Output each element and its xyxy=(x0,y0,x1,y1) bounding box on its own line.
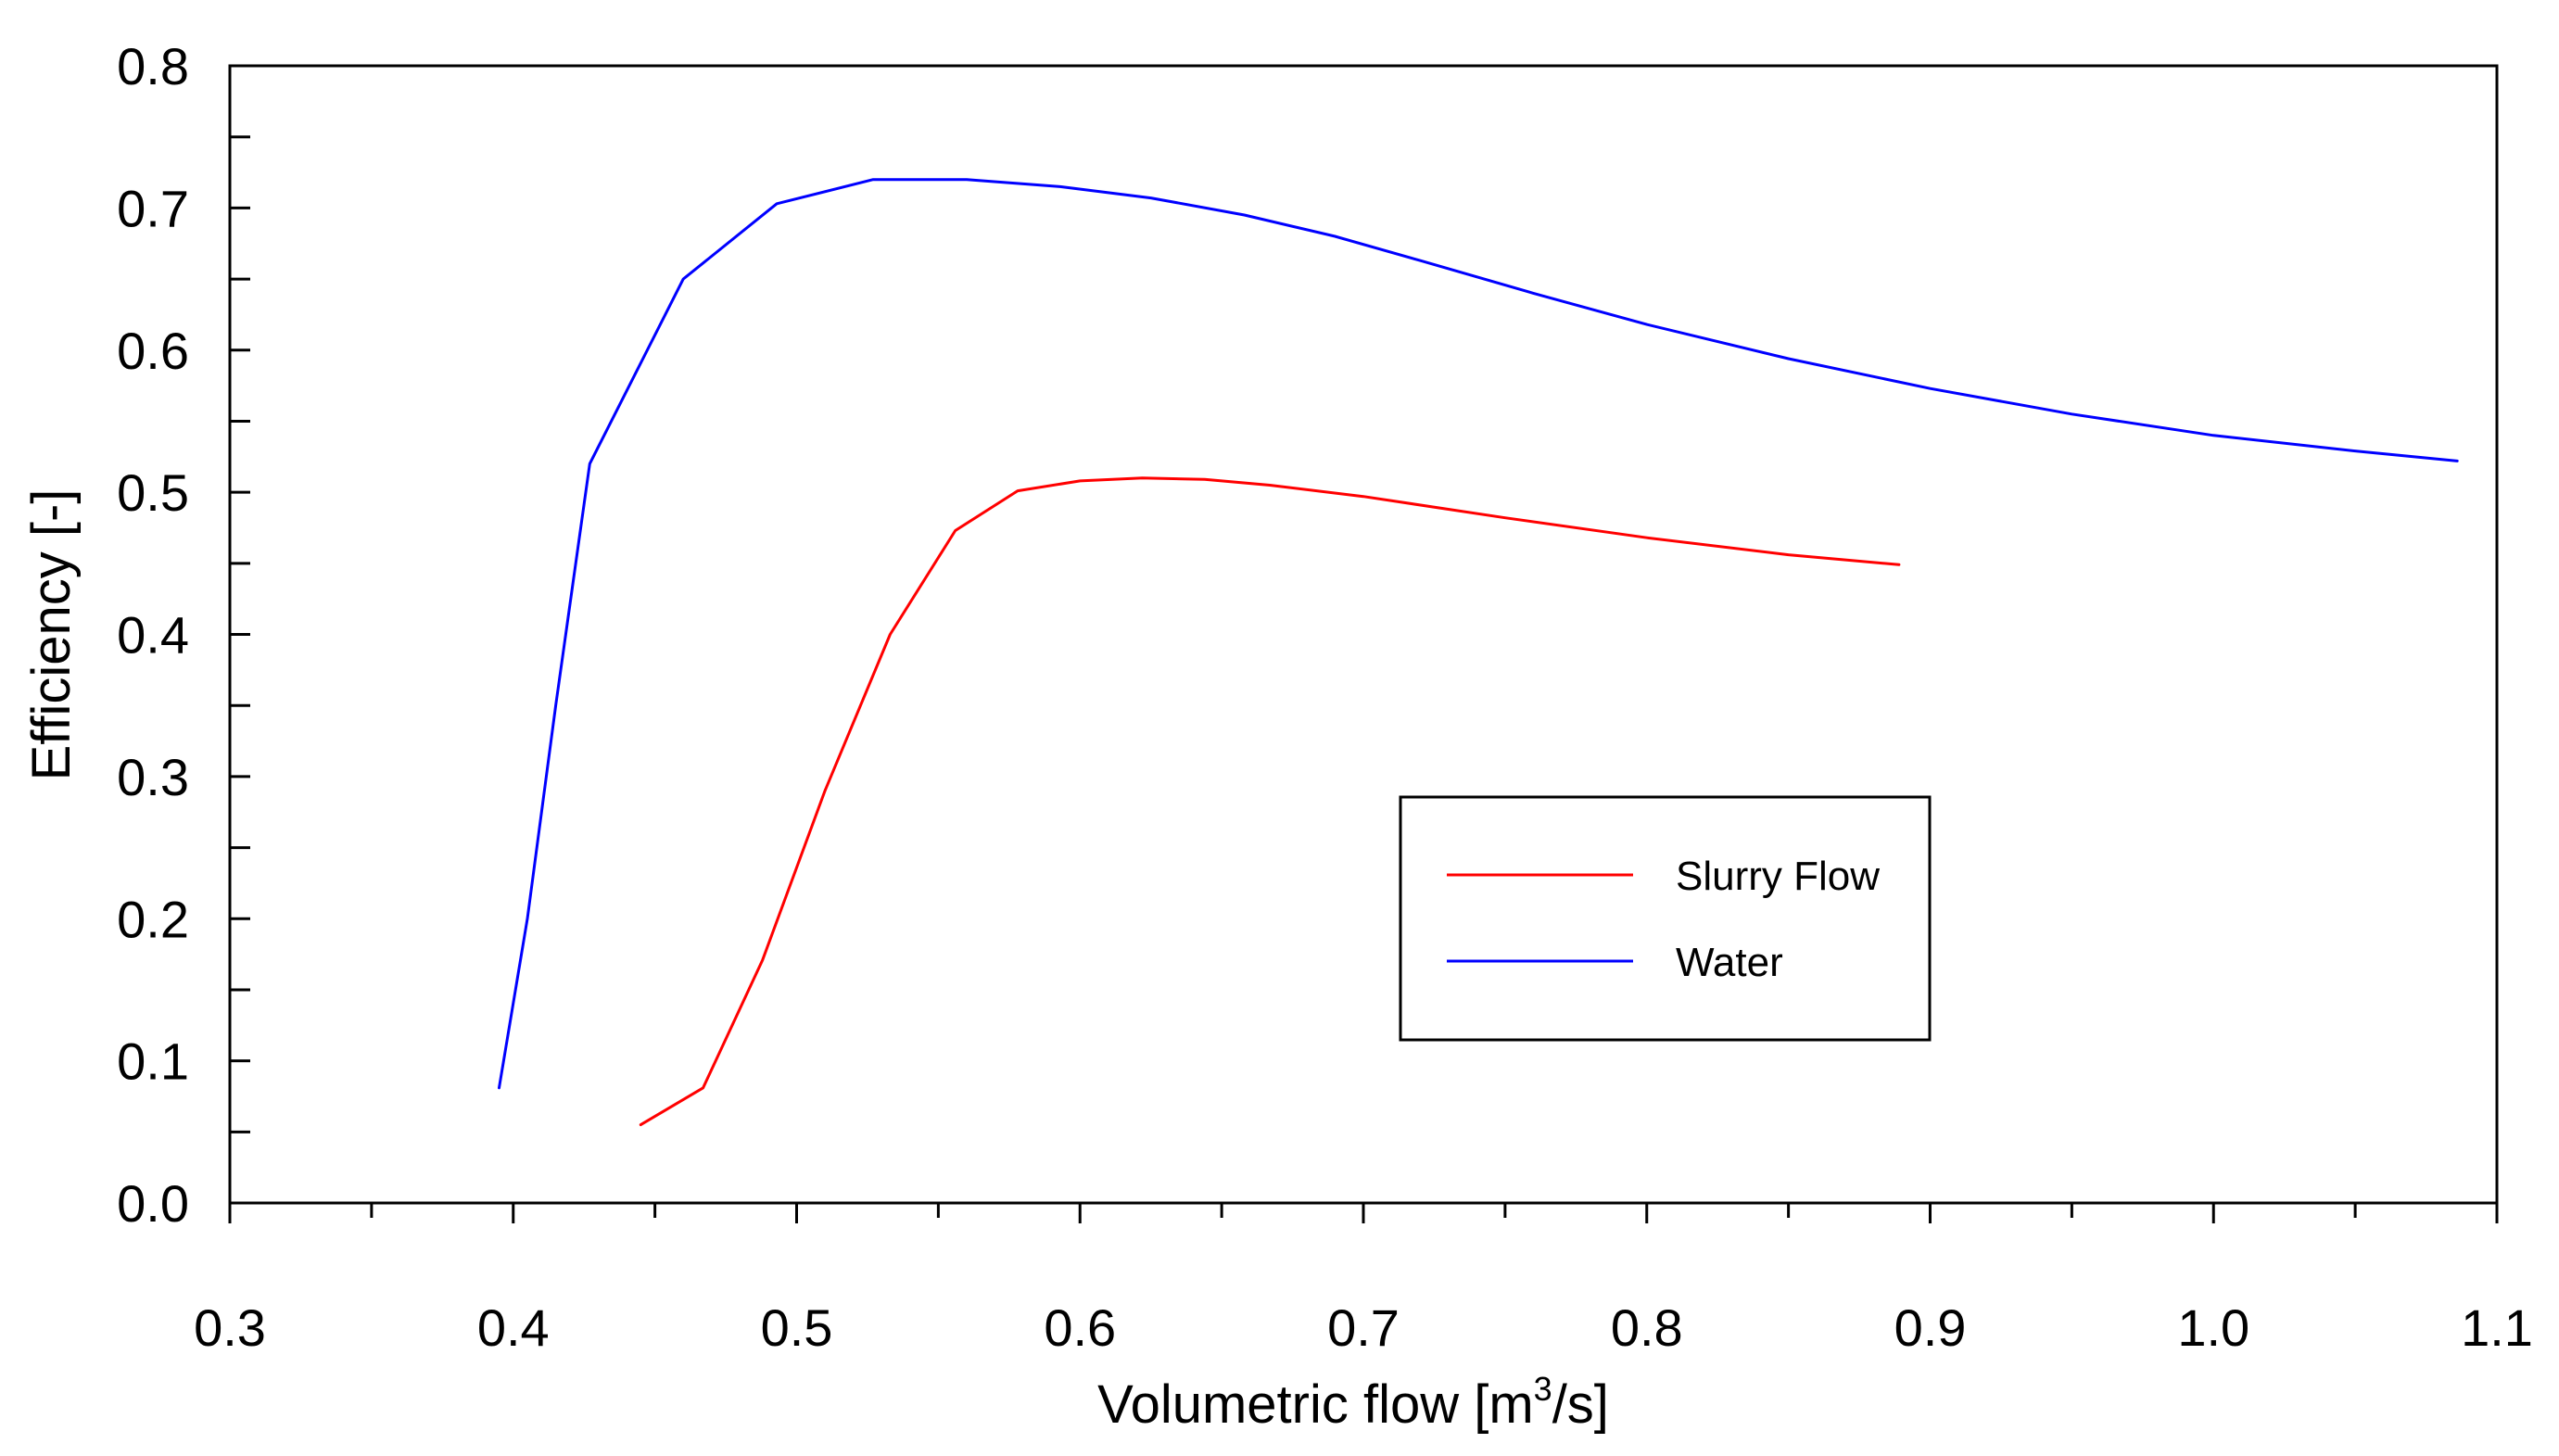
y-tick-label: 0.4 xyxy=(117,606,189,665)
y-tick-label: 0.6 xyxy=(117,322,189,380)
y-tick-label: 0.8 xyxy=(117,37,189,95)
x-tick-label: 0.7 xyxy=(1327,1298,1400,1357)
legend-label-slurry-flow: Slurry Flow xyxy=(1676,854,1880,899)
y-axis-ticks xyxy=(230,64,250,1205)
legend: Slurry Flow Water xyxy=(1399,795,1932,1042)
y-tick-label: 0.2 xyxy=(117,890,189,948)
x-tick-label: 0.4 xyxy=(477,1298,550,1357)
x-tick-label: 0.5 xyxy=(761,1298,833,1357)
y-tick-label: 0.3 xyxy=(117,748,189,806)
y-tick-label: 0.7 xyxy=(117,179,189,237)
y-axis-label: Efficiency [-] xyxy=(21,489,82,781)
x-tick-label: 0.6 xyxy=(1044,1298,1116,1357)
series-line-slurry-flow xyxy=(639,476,1901,1127)
x-tick-label: 0.9 xyxy=(1894,1298,1967,1357)
y-axis-tick-labels: 0.0 0.1 0.2 0.3 0.4 0.5 0.6 0.7 0.8 xyxy=(117,37,189,1233)
x-axis-label: Volumetric flow [m3/s] xyxy=(1097,1370,1609,1435)
x-tick-label: 1.1 xyxy=(2461,1298,2533,1357)
plot-frame xyxy=(228,64,2499,1205)
x-tick-label: 1.0 xyxy=(2177,1298,2249,1357)
x-tick-label: 0.3 xyxy=(194,1298,266,1357)
x-axis-tick-labels: 0.3 0.4 0.5 0.6 0.7 0.8 0.9 1.0 1.1 xyxy=(194,1298,2533,1357)
legend-label-water: Water xyxy=(1676,940,1783,985)
y-tick-label: 0.5 xyxy=(117,463,189,522)
legend-box xyxy=(1399,795,1932,1042)
x-axis-ticks xyxy=(228,1203,2499,1223)
x-tick-label: 0.8 xyxy=(1611,1298,1683,1357)
plot-series xyxy=(498,178,2459,1127)
series-line-water xyxy=(498,178,2459,1090)
y-tick-label: 0.1 xyxy=(117,1032,189,1091)
y-tick-label: 0.0 xyxy=(117,1174,189,1233)
